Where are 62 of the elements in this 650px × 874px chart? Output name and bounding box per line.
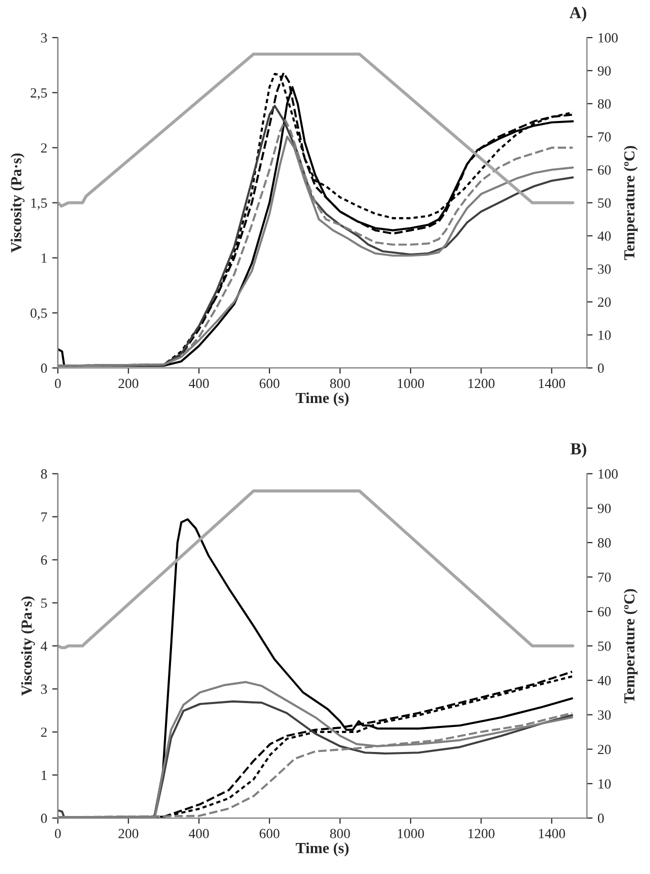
y2-tick-label: 40 (598, 231, 611, 241)
y-tick-label: 3 (41, 684, 47, 694)
y2-tick-label: 80 (598, 538, 611, 548)
x-tick-label: 1200 (468, 378, 494, 388)
y-tick-label: 6 (41, 555, 48, 565)
x-tick-label: 1000 (398, 828, 424, 838)
y2-tick-label: 30 (598, 264, 611, 274)
y2-tick-label: 80 (598, 99, 611, 109)
y2-tick-label: 0 (598, 814, 604, 824)
y-tick-label: 2 (41, 143, 47, 153)
y-tick-label: 1 (42, 770, 47, 780)
x-tick-label: 1000 (398, 378, 424, 388)
y2-tick-label: 50 (598, 198, 611, 208)
y2-tick-label: 70 (598, 572, 611, 582)
y2-axis-title: Temperature (ºC) (624, 146, 638, 260)
x-tick-label: 600 (260, 378, 280, 388)
x-tick-label: 1400 (539, 828, 566, 838)
x-tick-label: 1400 (539, 378, 566, 388)
x-axis-title: Time (s) (296, 842, 349, 856)
x-axis-title: Time (s) (296, 392, 349, 406)
x-tick-label: 200 (118, 828, 138, 838)
y2-tick-label: 10 (598, 779, 611, 789)
y2-tick-label: 50 (598, 641, 611, 651)
y2-tick-label: 70 (598, 132, 611, 142)
y-tick-label: 3 (41, 33, 47, 43)
x-tick-label: 0 (54, 828, 61, 838)
y-axis-title: Viscosity (Pa·s) (10, 153, 25, 253)
y2-tick-label: 0 (598, 364, 604, 373)
y2-tick-label: 30 (598, 710, 611, 720)
y2-tick-label: 60 (598, 165, 611, 175)
chart-title: A) (570, 6, 586, 22)
y-tick-label: 0 (41, 364, 47, 373)
y2-tick-label: 90 (598, 504, 611, 514)
y2-tick-label: 20 (598, 297, 611, 307)
x-tick-label: 400 (188, 828, 209, 838)
x-tick-label: 600 (260, 828, 280, 838)
x-tick-label: 400 (188, 378, 209, 388)
chart-title: B) (570, 442, 586, 458)
x-tick-label: 800 (330, 378, 350, 388)
y-tick-label: 1 (42, 253, 47, 263)
y-tick-label: 8 (41, 469, 47, 479)
y-tick-label: 0 (41, 814, 47, 824)
y2-tick-label: 100 (598, 469, 618, 479)
y-tick-label: 2 (41, 728, 47, 737)
y-tick-label: 1,5 (31, 198, 47, 210)
y-tick-label: 5 (41, 598, 47, 608)
y2-tick-label: 20 (598, 744, 611, 754)
y2-axis-title: Temperature (ºC) (624, 589, 638, 704)
x-tick-label: 800 (330, 828, 350, 838)
y-axis-title: Viscosity (Pa·s) (21, 596, 35, 696)
x-tick-label: 1200 (468, 828, 494, 838)
y-tick-label: 4 (40, 642, 48, 651)
y-tick-label: 7 (41, 512, 48, 522)
y2-tick-label: 40 (598, 676, 611, 686)
x-tick-label: 0 (54, 378, 61, 388)
y2-tick-label: 60 (598, 607, 611, 616)
y-tick-label: 2,5 (30, 88, 47, 100)
y2-tick-label: 10 (598, 330, 611, 340)
y-tick-label: 0,5 (30, 308, 47, 320)
y2-tick-label: 90 (598, 66, 611, 76)
y2-tick-label: 100 (598, 33, 618, 43)
x-tick-label: 200 (118, 378, 138, 388)
